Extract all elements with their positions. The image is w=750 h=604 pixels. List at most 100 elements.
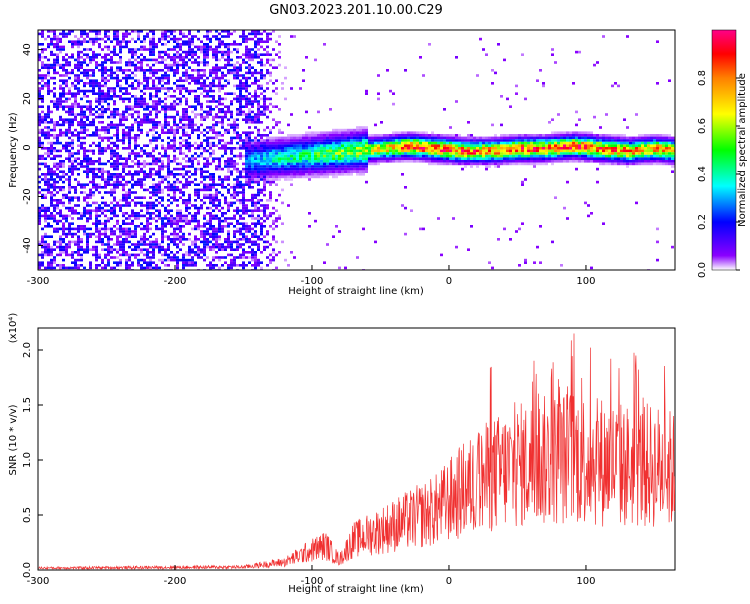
spectrogram-cell (83, 40, 86, 43)
spectrogram-cell (194, 264, 197, 267)
spectrogram-cell (305, 136, 308, 140)
spectrogram-cell (269, 131, 272, 134)
spectrogram-cell (350, 141, 353, 145)
spectrogram-cell (248, 147, 251, 150)
spectrogram-cell (152, 206, 155, 210)
spectrogram-cell (71, 131, 74, 134)
spectrogram-cell (185, 87, 188, 90)
spectrogram-cell (125, 92, 128, 95)
spectrogram-cell (290, 141, 293, 145)
spectrogram-cell (230, 245, 233, 249)
spectrogram-cell (230, 92, 233, 95)
spectrogram-cell (416, 144, 419, 147)
spectrogram-cell (167, 89, 170, 93)
spectrogram-cell (140, 214, 143, 218)
spectrogram-cell (290, 165, 293, 168)
spectrogram-cell (398, 144, 401, 147)
spectrogram-cell (230, 222, 233, 225)
spectrogram-cell (161, 230, 164, 233)
spectrogram-cell (341, 128, 344, 132)
spectrogram-cell (62, 196, 65, 199)
spectrogram-cell (245, 118, 248, 121)
spectrogram-cell (167, 82, 170, 85)
spectrogram-cell (434, 136, 437, 140)
spectrogram-cell (251, 162, 254, 166)
spectrogram-cell (215, 66, 218, 69)
spectrogram-cell (272, 157, 275, 160)
spectrogram-cell (71, 160, 74, 163)
spectrogram-cell (68, 108, 71, 111)
spectrogram-cell (206, 141, 209, 145)
spectrogram-cell (95, 56, 98, 59)
spectrogram-cell (425, 131, 428, 134)
spectrogram-cell (107, 240, 110, 244)
spectrogram-cell (71, 118, 74, 121)
spectrogram-cell (50, 152, 53, 155)
spectrogram-cell (335, 173, 338, 176)
spectrogram-cell (197, 206, 200, 210)
spectrogram-cell (209, 152, 212, 155)
spectrogram-cell (50, 178, 53, 181)
spectrogram-cell (92, 173, 95, 176)
spectrogram-cell (134, 201, 137, 205)
spectrogram-cell (263, 188, 266, 192)
spectrogram-cell (227, 183, 230, 186)
spectrogram-cell (134, 154, 137, 158)
spectrogram-cell (95, 266, 98, 270)
spectrogram-cell (50, 118, 53, 121)
spectrogram-cell (311, 162, 314, 166)
spectrogram-cell (116, 251, 119, 254)
spectrogram-cell (173, 35, 176, 38)
spectrogram-cell (257, 188, 260, 192)
spectrogram-cell (233, 230, 236, 233)
spectrogram-cell (209, 261, 212, 264)
spectrogram-cell (185, 154, 188, 158)
spectrogram-cell (131, 126, 134, 129)
spectrogram-cell (257, 170, 260, 173)
spectrogram-cell (434, 141, 437, 145)
spectrogram-cell (155, 84, 158, 88)
spectrogram-cell (71, 134, 74, 137)
spectrogram-cell (245, 235, 248, 238)
spectrogram-cell (68, 253, 71, 257)
spectrogram-cell (254, 225, 257, 228)
spectrogram-cell (332, 235, 335, 238)
spectrogram-cell (251, 175, 254, 179)
spectrogram-cell (365, 126, 368, 129)
spectrogram-cell (176, 69, 179, 72)
spectrogram-cell (89, 89, 92, 93)
spectrogram-cell (92, 186, 95, 189)
spectrogram-cell (146, 209, 149, 212)
spectrogram-cell (146, 32, 149, 36)
spectrogram-cell (320, 131, 323, 134)
spectrogram-cell (122, 175, 125, 179)
spectrogram-cell (77, 264, 80, 267)
spectrogram-cell (212, 173, 215, 176)
spectrogram-cell (95, 84, 98, 88)
spectrogram-cell (149, 204, 152, 207)
spectrogram-cell (215, 188, 218, 192)
spectrogram-cell (173, 180, 176, 184)
spectrogram-cell (38, 144, 41, 147)
spectrogram-cell (431, 157, 434, 160)
spectrogram-cell (257, 258, 260, 262)
spectrogram-cell (65, 193, 68, 197)
spectrogram-cell (143, 87, 146, 90)
spectrogram-cell (212, 256, 215, 259)
spectrogram-cell (221, 245, 224, 249)
spectrogram-cell (263, 97, 266, 101)
spectrogram-cell (119, 43, 122, 46)
spectrogram-cell (68, 121, 71, 124)
spectrogram-cell (191, 110, 194, 114)
spectrogram-cell (116, 256, 119, 259)
spectrogram-cell (197, 102, 200, 106)
spectrogram-cell (242, 186, 245, 189)
spectrogram-cell (83, 232, 86, 236)
spectrogram-cell (197, 238, 200, 241)
spectrogram-cell (245, 87, 248, 90)
spectrogram-cell (131, 191, 134, 194)
spectrogram-cell (215, 84, 218, 88)
spectrogram-cell (152, 128, 155, 132)
spectrogram-cell (290, 173, 293, 176)
spectrogram-cell (101, 227, 104, 231)
